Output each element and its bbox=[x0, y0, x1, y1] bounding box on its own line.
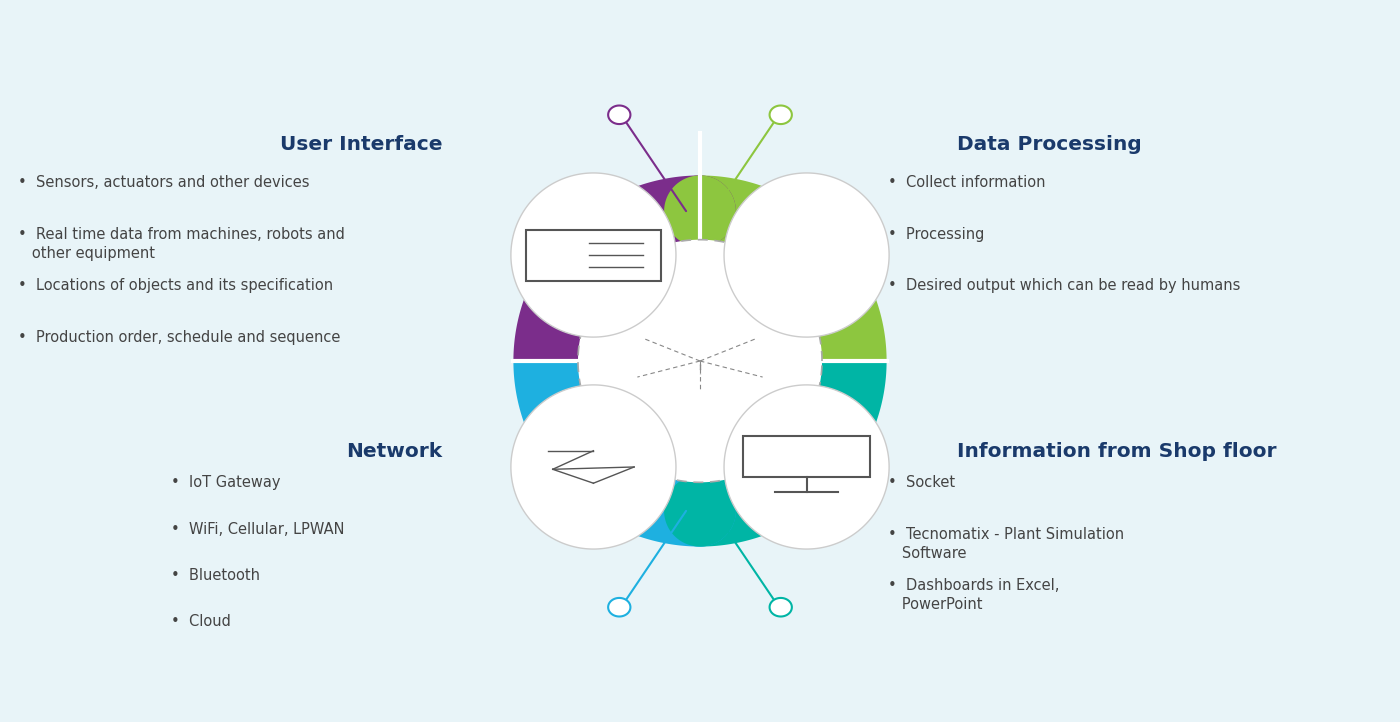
Polygon shape bbox=[608, 598, 630, 617]
Polygon shape bbox=[700, 361, 886, 547]
Text: •  Real time data from machines, robots and
   other equipment: • Real time data from machines, robots a… bbox=[18, 227, 344, 261]
Polygon shape bbox=[724, 173, 889, 337]
Text: •  Collect information: • Collect information bbox=[888, 175, 1046, 191]
Polygon shape bbox=[664, 475, 736, 547]
Text: •  Tecnomatix - Plant Simulation
   Software: • Tecnomatix - Plant Simulation Software bbox=[888, 526, 1124, 561]
Text: •  Sensors, actuators and other devices: • Sensors, actuators and other devices bbox=[18, 175, 309, 191]
Polygon shape bbox=[514, 175, 700, 361]
Polygon shape bbox=[770, 598, 792, 617]
Text: User Interface: User Interface bbox=[280, 135, 442, 154]
Text: •  Socket: • Socket bbox=[888, 475, 955, 490]
Text: •  Cloud: • Cloud bbox=[171, 614, 231, 630]
Polygon shape bbox=[608, 105, 630, 124]
Text: •  IoT Gateway: • IoT Gateway bbox=[171, 475, 280, 490]
Text: •  WiFi, Cellular, LPWAN: • WiFi, Cellular, LPWAN bbox=[171, 521, 344, 536]
Polygon shape bbox=[664, 475, 736, 547]
Polygon shape bbox=[578, 240, 822, 482]
Text: •  Processing: • Processing bbox=[888, 227, 984, 242]
Text: Network: Network bbox=[346, 442, 442, 461]
Text: •  Production order, schedule and sequence: • Production order, schedule and sequenc… bbox=[18, 330, 340, 344]
Text: •  Locations of objects and its specification: • Locations of objects and its specifica… bbox=[18, 278, 333, 293]
Polygon shape bbox=[664, 175, 736, 247]
Polygon shape bbox=[724, 385, 889, 549]
Text: •  Bluetooth: • Bluetooth bbox=[171, 568, 260, 583]
Polygon shape bbox=[511, 385, 676, 549]
Polygon shape bbox=[664, 175, 736, 247]
Polygon shape bbox=[514, 361, 700, 547]
Polygon shape bbox=[511, 173, 676, 337]
Text: Information from Shop floor: Information from Shop floor bbox=[958, 442, 1277, 461]
Text: Data Processing: Data Processing bbox=[958, 135, 1142, 154]
Text: •  Dashboards in Excel,
   PowerPoint: • Dashboards in Excel, PowerPoint bbox=[888, 578, 1060, 612]
Text: •  Desired output which can be read by humans: • Desired output which can be read by hu… bbox=[888, 278, 1240, 293]
Polygon shape bbox=[700, 175, 886, 361]
Polygon shape bbox=[770, 105, 792, 124]
